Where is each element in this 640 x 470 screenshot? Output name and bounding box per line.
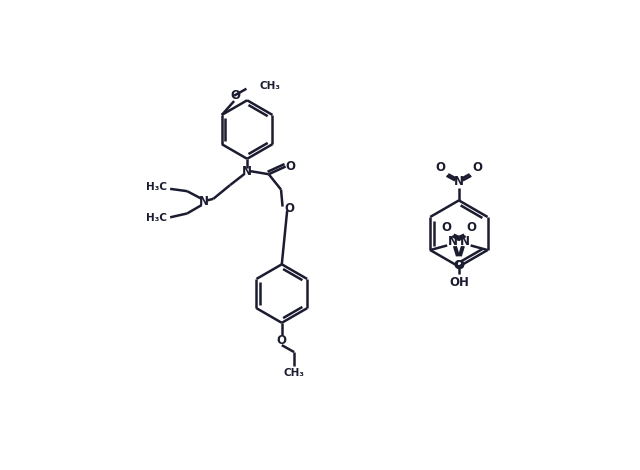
Text: H₃C: H₃C (146, 182, 167, 192)
Text: N: N (449, 235, 458, 248)
Text: N: N (242, 164, 252, 178)
Text: O: O (435, 161, 445, 174)
Text: N: N (460, 235, 470, 248)
Text: O: O (467, 221, 477, 234)
Text: N: N (199, 196, 209, 208)
Text: OH: OH (449, 275, 469, 289)
Text: H₃C: H₃C (146, 213, 167, 223)
Text: O: O (453, 259, 463, 272)
Text: O: O (472, 161, 483, 174)
Text: O: O (441, 221, 451, 234)
Text: N: N (454, 175, 464, 188)
Text: O: O (454, 259, 465, 272)
Text: O: O (277, 334, 287, 347)
Text: O: O (285, 160, 295, 173)
Text: CH₃: CH₃ (260, 81, 280, 91)
Text: CH₃: CH₃ (284, 368, 305, 378)
Text: O: O (230, 89, 240, 102)
Text: O: O (285, 203, 294, 215)
